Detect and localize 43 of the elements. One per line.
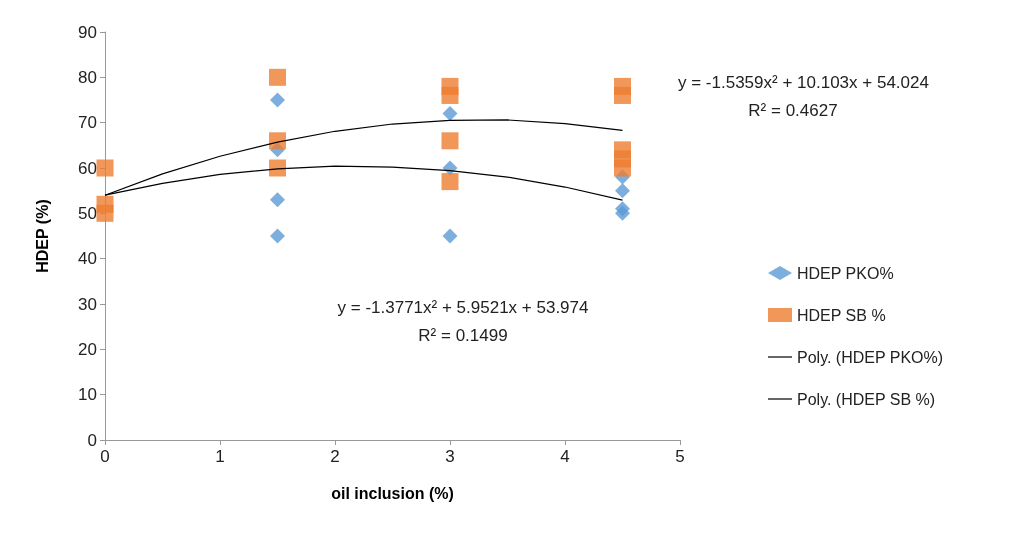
point	[614, 159, 631, 177]
y-tick-label: 30	[78, 294, 97, 314]
point	[96, 204, 114, 222]
point	[269, 132, 286, 150]
point	[441, 86, 459, 104]
text: R² = 0.4627	[748, 101, 838, 120]
y-tick-label: 90	[78, 22, 97, 42]
legend-label: Poly. (HDEP PKO%)	[797, 348, 944, 366]
point	[269, 68, 286, 86]
legend-label: HDEP SB %	[797, 306, 886, 324]
point	[615, 205, 630, 221]
point	[269, 159, 286, 177]
legend-label: HDEP PKO%	[797, 264, 894, 282]
x-axis-title: oil inclusion (%)	[331, 484, 454, 502]
y-tick-label: 80	[78, 67, 97, 87]
x-tick-label: 5	[675, 447, 685, 466]
y-tick-label: 20	[78, 339, 97, 359]
point	[96, 159, 114, 177]
point	[615, 183, 630, 199]
point	[441, 173, 459, 191]
x-tick-label: 0	[100, 447, 110, 466]
point	[270, 228, 285, 244]
x-tick-label: 1	[215, 447, 225, 466]
y-tick-label: 70	[78, 113, 97, 133]
annotation: R² = 0.1499	[418, 326, 508, 345]
point	[442, 228, 458, 244]
point	[442, 106, 458, 122]
y-tick-label: 40	[78, 249, 97, 269]
y-tick-label: 60	[78, 158, 97, 178]
point	[270, 192, 285, 208]
y-tick-label: 10	[78, 385, 97, 405]
point	[270, 92, 285, 108]
x-tick-label: 2	[330, 447, 340, 466]
y-tick-label: 50	[78, 203, 97, 223]
x-tick-label: 4	[560, 447, 570, 466]
y-tick-label: 0	[87, 430, 97, 450]
legend-label: Poly. (HDEP SB %)	[797, 390, 936, 408]
point	[614, 86, 631, 104]
y-axis-title: HDEP (%)	[33, 199, 51, 273]
point	[441, 132, 459, 150]
annotation: y = -1.3771x² + 5.9521x + 53.974	[337, 298, 589, 317]
annotation: y = -1.5359x² + 10.103x + 54.024	[678, 73, 929, 92]
x-tick-label: 3	[445, 447, 455, 466]
